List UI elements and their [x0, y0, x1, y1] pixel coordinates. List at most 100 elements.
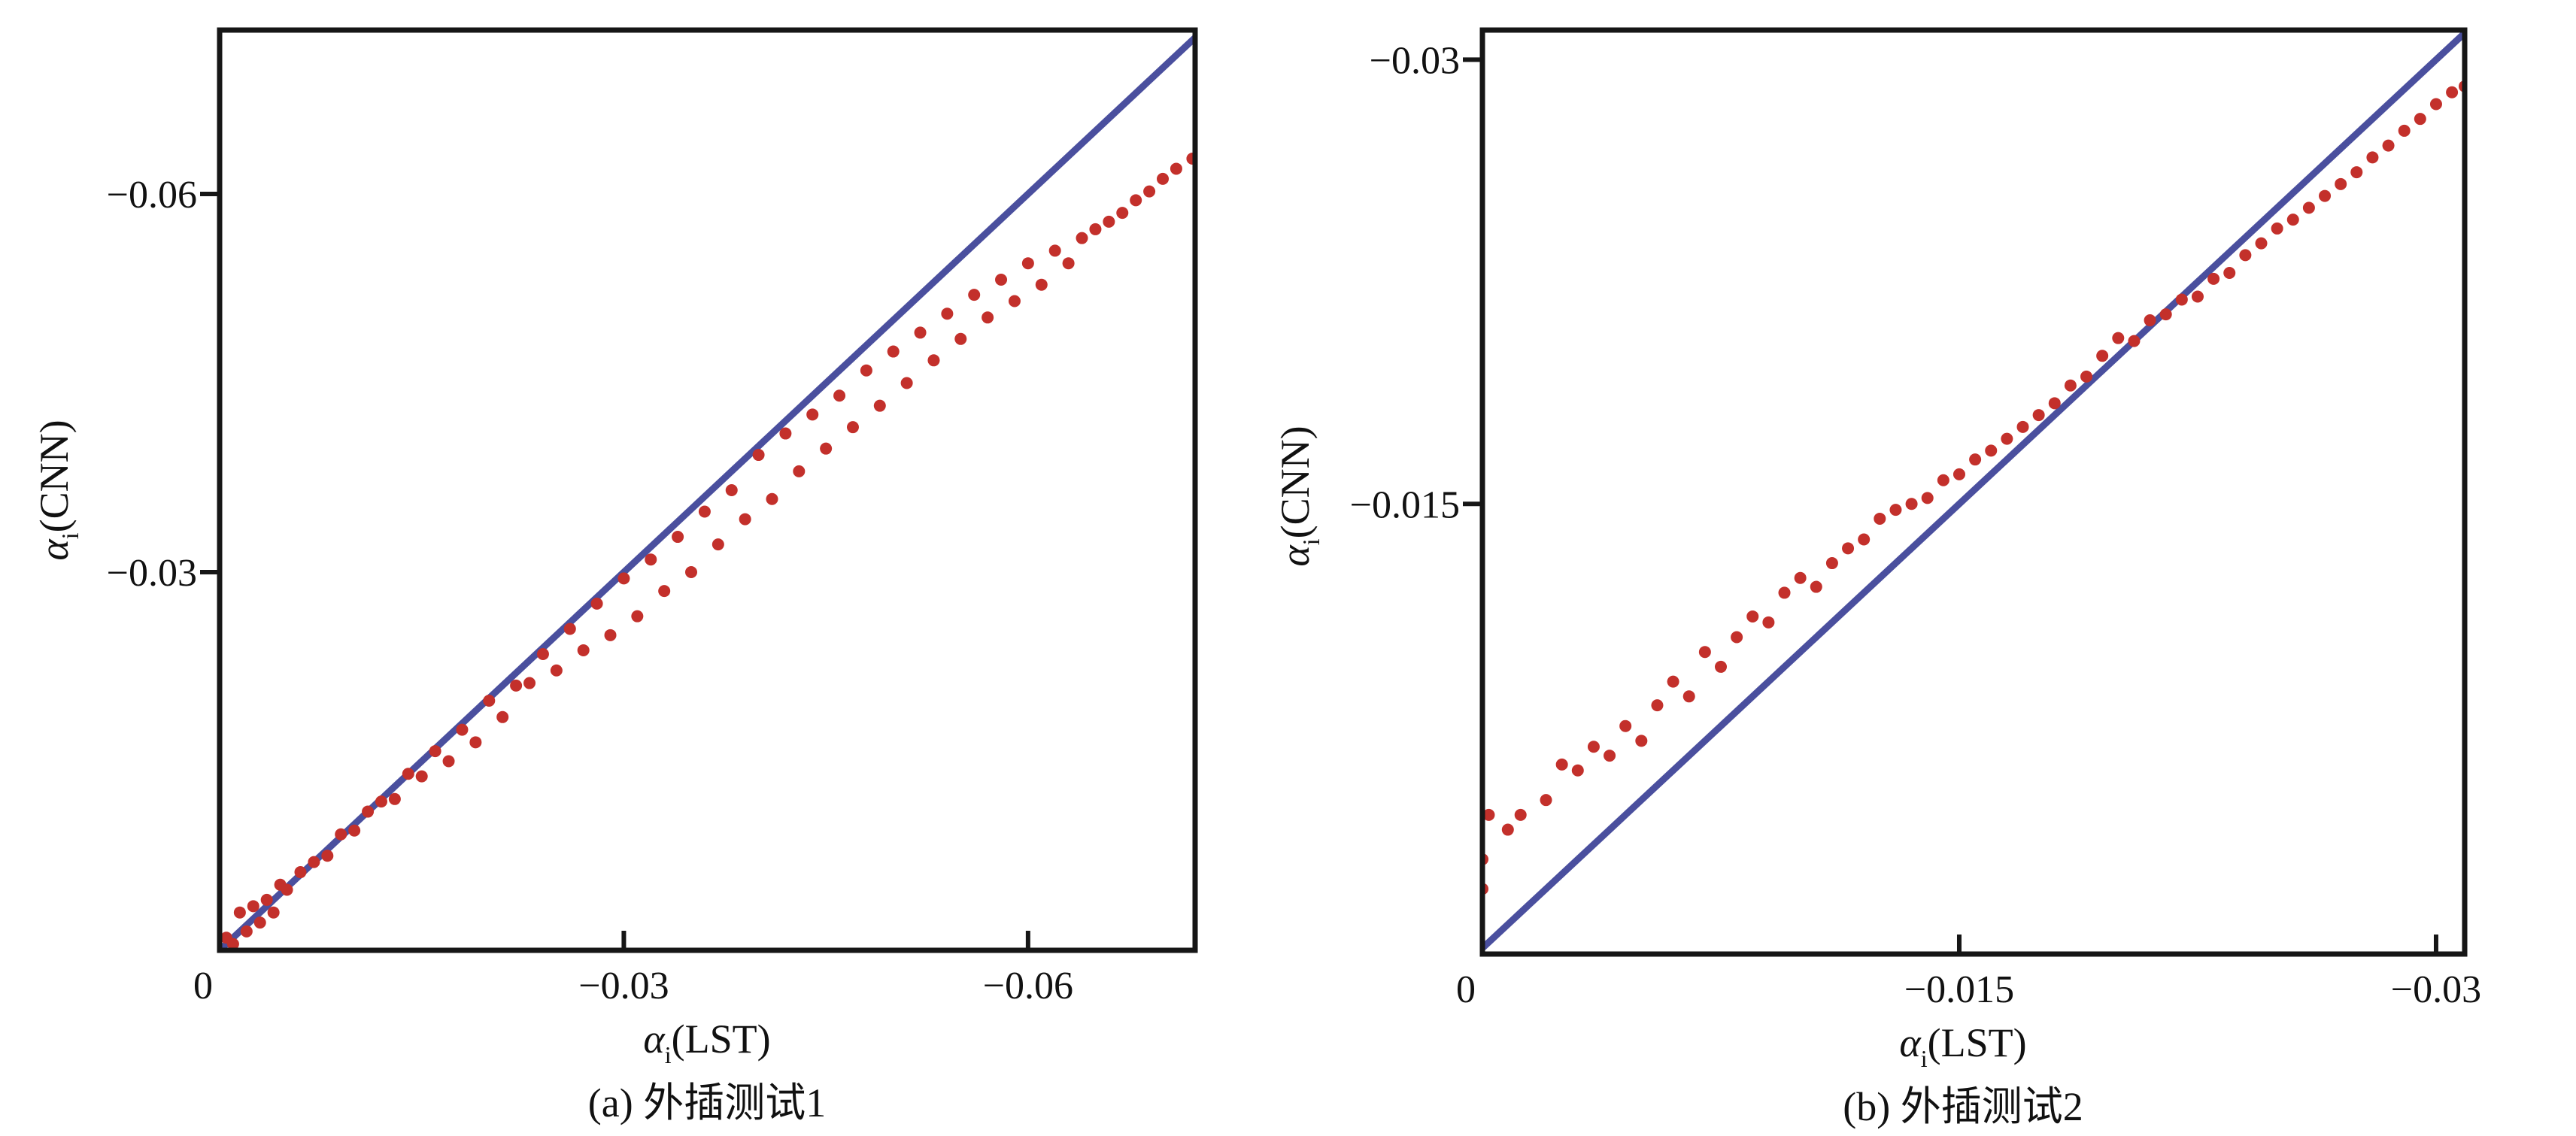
data-point	[1170, 162, 1182, 175]
y-tick-label: −0.03	[107, 552, 197, 595]
x-tick-label: −0.03	[2391, 968, 2481, 1011]
data-point	[362, 805, 375, 818]
data-point	[375, 795, 387, 808]
data-point	[752, 449, 765, 462]
data-point	[1635, 735, 1648, 747]
data-point	[577, 644, 590, 656]
data-point	[1810, 580, 1822, 593]
reference-line-y-equals-x	[1482, 30, 2465, 951]
data-point	[658, 585, 671, 598]
data-point	[2286, 214, 2299, 226]
x-tick-label: −0.06	[983, 965, 1073, 1007]
data-point	[469, 736, 482, 749]
panel-b-x-axis-label: αi(LST)	[1899, 1020, 2026, 1072]
data-point	[1874, 512, 1886, 525]
x-tick-label: 0	[1456, 968, 1476, 1011]
data-point	[321, 850, 334, 862]
data-point	[1858, 533, 1871, 546]
data-point	[698, 505, 711, 518]
data-point	[833, 389, 846, 402]
data-point	[2048, 397, 2061, 410]
data-point	[294, 866, 307, 879]
data-point	[1825, 557, 1838, 570]
data-point	[793, 465, 806, 477]
data-point	[2080, 370, 2093, 383]
data-point	[806, 408, 819, 421]
data-point	[348, 824, 361, 837]
data-point	[672, 531, 684, 544]
data-point	[456, 723, 469, 736]
data-point	[1116, 207, 1129, 220]
data-point	[550, 664, 563, 677]
panel-b-frame	[1479, 27, 2468, 957]
data-point	[1482, 808, 1495, 821]
data-point	[1905, 498, 1918, 510]
data-point	[1501, 823, 1514, 836]
data-point	[2271, 222, 2283, 235]
data-point	[1008, 295, 1021, 307]
data-point	[1062, 257, 1075, 270]
data-point	[2335, 177, 2347, 190]
data-point	[1130, 194, 1142, 207]
data-point	[429, 745, 441, 758]
data-point	[846, 421, 859, 434]
data-point	[2064, 379, 2077, 392]
data-point	[2302, 201, 2315, 214]
y-tick-label: −0.06	[107, 174, 197, 217]
data-point	[2382, 139, 2395, 152]
data-point	[1714, 660, 1727, 673]
data-point	[2016, 420, 2029, 433]
data-point	[240, 925, 253, 938]
data-point	[1762, 616, 1775, 629]
data-point	[1089, 223, 1102, 235]
data-point	[442, 755, 455, 768]
data-point	[725, 484, 738, 496]
data-point	[1157, 172, 1170, 185]
data-point	[2366, 151, 2379, 164]
data-point	[1794, 571, 1807, 584]
data-point	[820, 442, 833, 455]
data-point	[1048, 244, 1061, 257]
data-point	[712, 538, 724, 551]
panel-a-caption: (a) 外插测试1	[588, 1080, 826, 1125]
data-point	[1889, 504, 1902, 517]
data-point	[617, 572, 630, 585]
data-point	[2159, 308, 2172, 321]
data-point	[954, 332, 967, 345]
data-point	[267, 906, 280, 919]
data-point	[1035, 278, 1048, 291]
data-point	[1076, 232, 1088, 244]
data-point	[1021, 257, 1034, 270]
data-point	[402, 768, 414, 780]
data-point	[1540, 794, 1552, 807]
data-point	[1604, 750, 1616, 762]
data-point	[914, 326, 927, 339]
data-point	[766, 492, 778, 505]
data-point	[1667, 675, 1679, 688]
panel-b-ticks: 0 −0.015 −0.03 −0.015 −0.03	[1350, 39, 2481, 1011]
data-point	[308, 856, 320, 868]
data-point	[982, 311, 994, 324]
data-point	[2112, 332, 2125, 344]
data-point	[685, 565, 698, 578]
data-point	[604, 629, 617, 641]
data-point	[1842, 542, 1855, 555]
data-point	[523, 677, 536, 689]
data-point	[2191, 290, 2204, 303]
data-point	[1587, 741, 1600, 753]
panel-b-y-axis-label: αi(CNN)	[1273, 426, 1324, 566]
panel-a-y-axis-label: αi(CNN)	[32, 420, 83, 560]
data-point	[995, 273, 1008, 286]
data-point	[860, 364, 872, 377]
y-tick-label: −0.03	[1370, 39, 1460, 82]
data-point	[536, 647, 549, 660]
x-tick-label: 0	[193, 965, 213, 1007]
data-point	[2255, 237, 2268, 250]
data-point	[335, 828, 347, 841]
data-point	[1143, 185, 1156, 198]
data-point	[2223, 267, 2236, 280]
data-point	[1746, 610, 1759, 623]
data-point	[1778, 586, 1791, 599]
data-point	[1731, 631, 1743, 644]
data-point	[2144, 314, 2156, 327]
